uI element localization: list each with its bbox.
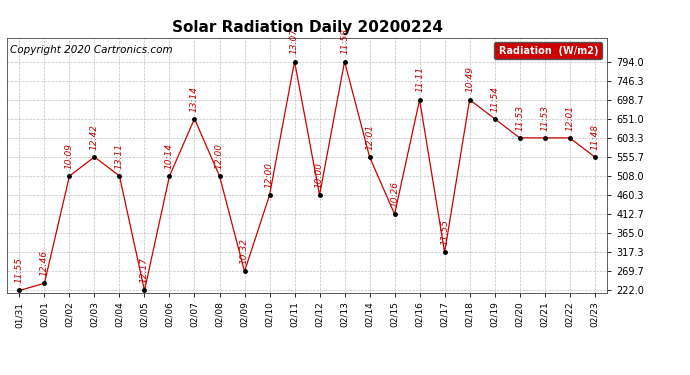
Text: 10:00: 10:00	[315, 162, 324, 188]
Text: 10:49: 10:49	[465, 66, 474, 93]
Text: 11:53: 11:53	[540, 105, 549, 130]
Text: 12:46: 12:46	[40, 250, 49, 276]
Text: 12:00: 12:00	[215, 143, 224, 169]
Text: 11:11: 11:11	[415, 66, 424, 93]
Text: 12:17: 12:17	[140, 257, 149, 283]
Text: 12:42: 12:42	[90, 124, 99, 150]
Text: 12:00: 12:00	[265, 162, 274, 188]
Text: 11:55: 11:55	[440, 219, 449, 245]
Legend: Radiation  (W/m2): Radiation (W/m2)	[494, 42, 602, 59]
Text: 13:14: 13:14	[190, 86, 199, 111]
Text: 13:11: 13:11	[115, 143, 124, 169]
Text: 10:32: 10:32	[240, 238, 249, 264]
Text: 13:07: 13:07	[290, 28, 299, 54]
Text: 11:58: 11:58	[340, 28, 349, 54]
Title: Solar Radiation Daily 20200224: Solar Radiation Daily 20200224	[172, 20, 442, 35]
Text: Copyright 2020 Cartronics.com: Copyright 2020 Cartronics.com	[10, 45, 172, 55]
Text: 12:01: 12:01	[565, 105, 574, 130]
Text: 11:53: 11:53	[515, 105, 524, 130]
Text: 10:09: 10:09	[65, 143, 74, 169]
Text: 10:26: 10:26	[390, 181, 399, 207]
Text: 11:54: 11:54	[490, 86, 499, 111]
Text: 10:14: 10:14	[165, 143, 174, 169]
Text: 11:48: 11:48	[590, 124, 599, 150]
Text: 12:01: 12:01	[365, 124, 374, 150]
Text: 11:55: 11:55	[15, 257, 24, 283]
